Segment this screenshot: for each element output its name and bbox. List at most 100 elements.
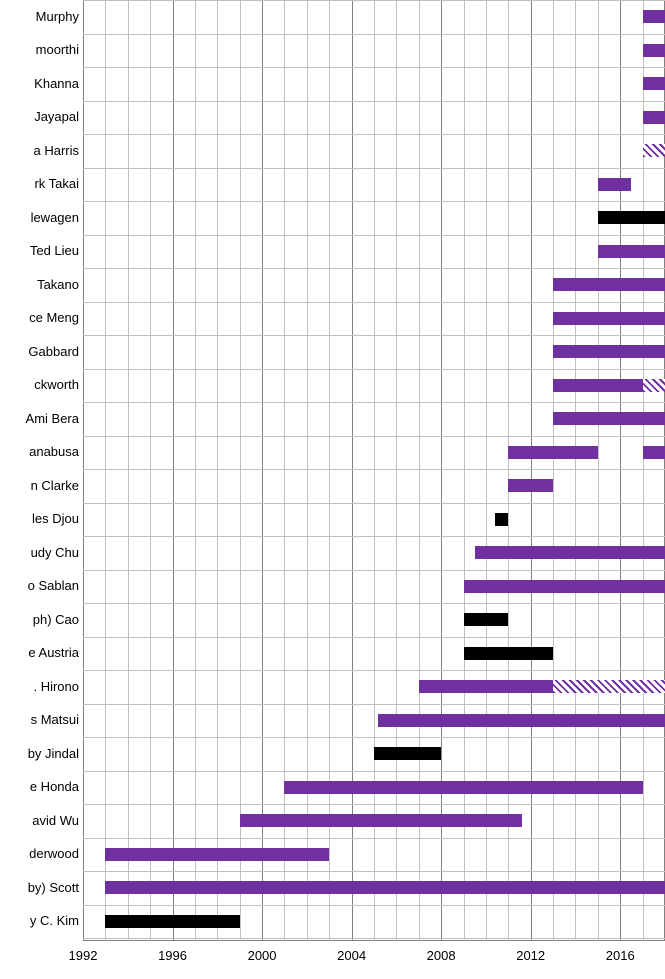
- x-axis-label: 1992: [69, 948, 98, 963]
- y-axis-label: s Matsui: [0, 712, 79, 727]
- grid-hline: [83, 503, 665, 504]
- bar: [553, 312, 665, 325]
- grid-hline: [83, 804, 665, 805]
- y-axis-label: ph) Cao: [0, 612, 79, 627]
- grid-hline: [83, 369, 665, 370]
- grid-vline: [352, 0, 353, 941]
- bar: [464, 613, 509, 626]
- y-axis-label: lewagen: [0, 210, 79, 225]
- grid-hline: [83, 201, 665, 202]
- grid-vline: [575, 0, 576, 941]
- grid-vline: [173, 0, 174, 941]
- bar: [105, 881, 665, 894]
- bar: [240, 814, 522, 827]
- grid-hline: [83, 402, 665, 403]
- bar: [508, 446, 598, 459]
- y-axis-label: rk Takai: [0, 176, 79, 191]
- grid-vline: [486, 0, 487, 941]
- y-axis-label: by Jindal: [0, 746, 79, 761]
- y-axis-label: . Hirono: [0, 679, 79, 694]
- bar: [464, 647, 554, 660]
- y-axis-label: derwood: [0, 846, 79, 861]
- grid-hline: [83, 871, 665, 872]
- bar: [508, 479, 553, 492]
- gantt-chart: MurphymoorthiKhannaJayapala Harrisrk Tak…: [0, 0, 665, 979]
- y-axis-label: udy Chu: [0, 545, 79, 560]
- grid-hline: [83, 771, 665, 772]
- y-axis-label: e Austria: [0, 645, 79, 660]
- bar: [553, 278, 665, 291]
- bar: [553, 345, 665, 358]
- bar: [598, 178, 632, 191]
- grid-vline: [508, 0, 509, 941]
- grid-vline: [620, 0, 621, 941]
- grid-vline: [464, 0, 465, 941]
- grid-vline: [195, 0, 196, 941]
- x-axis-label: 1996: [158, 948, 187, 963]
- grid-hline: [83, 34, 665, 35]
- y-axis-label: n Clarke: [0, 478, 79, 493]
- y-axis-label: Murphy: [0, 9, 79, 24]
- grid-vline: [307, 0, 308, 941]
- grid-hline: [83, 536, 665, 537]
- bar: [495, 513, 508, 526]
- grid-hline: [83, 670, 665, 671]
- grid-vline: [329, 0, 330, 941]
- grid-vline: [598, 0, 599, 941]
- bar: [643, 144, 665, 157]
- grid-vline: [419, 0, 420, 941]
- bar: [105, 848, 329, 861]
- grid-vline: [284, 0, 285, 941]
- y-axis-label: y C. Kim: [0, 913, 79, 928]
- grid-hline: [83, 704, 665, 705]
- bar: [464, 580, 665, 593]
- bar: [553, 680, 665, 693]
- x-axis-label: 2016: [606, 948, 635, 963]
- y-axis-label: moorthi: [0, 42, 79, 57]
- grid-vline: [531, 0, 532, 941]
- grid-vline: [374, 0, 375, 941]
- y-axis-label: Ted Lieu: [0, 243, 79, 258]
- bar: [378, 714, 665, 727]
- bar: [598, 211, 665, 224]
- grid-vline: [441, 0, 442, 941]
- bar: [475, 546, 665, 559]
- y-axis-label: Jayapal: [0, 109, 79, 124]
- bar: [553, 412, 665, 425]
- grid-hline: [83, 838, 665, 839]
- bar: [643, 379, 665, 392]
- grid-hline: [83, 938, 665, 939]
- grid-hline: [83, 134, 665, 135]
- grid-vline: [150, 0, 151, 941]
- x-axis-label: 2012: [516, 948, 545, 963]
- grid-vline: [240, 0, 241, 941]
- y-axis-label: ckworth: [0, 377, 79, 392]
- bar: [105, 915, 239, 928]
- grid-hline: [83, 67, 665, 68]
- y-axis-label: by) Scott: [0, 880, 79, 895]
- grid-vline: [396, 0, 397, 941]
- grid-hline: [83, 335, 665, 336]
- grid-vline: [83, 0, 84, 941]
- grid-vline: [553, 0, 554, 941]
- x-axis-label: 2004: [337, 948, 366, 963]
- x-axis-label: 2000: [248, 948, 277, 963]
- y-axis-label: a Harris: [0, 143, 79, 158]
- grid-vline: [643, 0, 644, 941]
- y-axis-label: anabusa: [0, 444, 79, 459]
- grid-hline: [83, 737, 665, 738]
- grid-hline: [83, 603, 665, 604]
- grid-vline: [217, 0, 218, 941]
- bar: [419, 680, 553, 693]
- grid-vline: [105, 0, 106, 941]
- y-axis-label: o Sablan: [0, 578, 79, 593]
- bar: [643, 446, 665, 459]
- bar: [643, 111, 665, 124]
- x-axis-label: 2008: [427, 948, 456, 963]
- grid-hline: [83, 570, 665, 571]
- bar: [374, 747, 441, 760]
- grid-hline: [83, 436, 665, 437]
- bar: [553, 379, 643, 392]
- grid-hline: [83, 0, 665, 1]
- bar: [284, 781, 642, 794]
